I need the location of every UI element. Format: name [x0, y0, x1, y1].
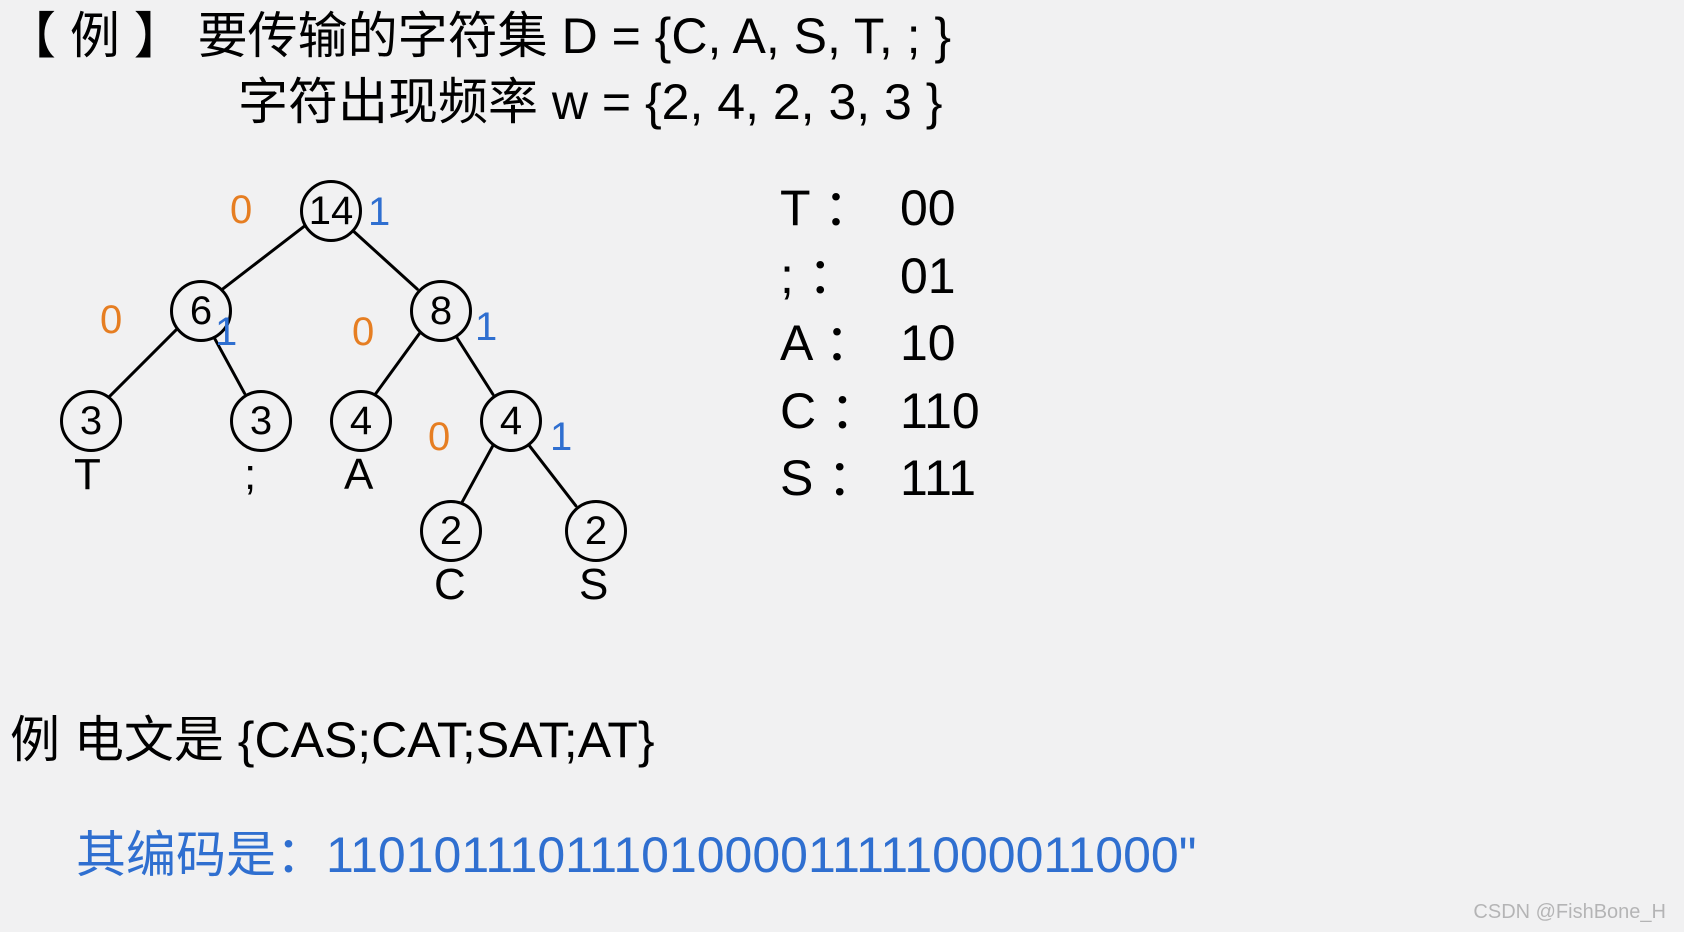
code-row: S ：111	[780, 445, 1080, 513]
leaf-label: ;	[244, 450, 256, 500]
edge-bit-label: 0	[100, 298, 122, 343]
header-line-2: 字符出现频率 w = {2, 4, 2, 3, 3 }	[238, 70, 942, 135]
code-char: T ：	[780, 175, 900, 243]
tree-node: 2	[565, 500, 627, 562]
code-value: 00	[900, 175, 1080, 243]
tree-edge	[220, 225, 306, 291]
edge-bit-label: 0	[428, 415, 450, 460]
leaf-label: A	[344, 450, 373, 500]
tree-node: 8	[410, 280, 472, 342]
code-char: A ：	[780, 310, 900, 378]
tree-edge	[349, 227, 418, 289]
edge-bit-label: 1	[550, 415, 572, 460]
tree-node: 3	[60, 390, 122, 452]
code-char: C ：	[780, 378, 900, 446]
code-value: 01	[900, 243, 1080, 311]
encoding-bits: 11010111011101000011111000011000"	[326, 827, 1196, 883]
encoding-line: 其编码是：11010111011101000011111000011000"	[76, 815, 1196, 887]
tree-edge	[374, 331, 421, 396]
code-value: 10	[900, 310, 1080, 378]
tree-edge	[461, 443, 494, 504]
encoding-prefix: 其编码是：	[76, 827, 326, 883]
edge-bit-label: 0	[352, 310, 374, 355]
tree-node: 3	[230, 390, 292, 452]
code-char: S ：	[780, 445, 900, 513]
edge-bit-label: 1	[368, 190, 390, 235]
example-message-line: 例 电文是 {CAS;CAT;SAT;AT}	[10, 700, 655, 772]
leaf-label: S	[579, 560, 608, 610]
watermark: CSDN @FishBone_H	[1473, 901, 1666, 924]
code-row: A ：10	[780, 310, 1080, 378]
code-row: ; ： 01	[780, 243, 1080, 311]
tree-node: 4	[480, 390, 542, 452]
code-value: 110	[900, 378, 1080, 446]
edge-bit-label: 1	[215, 310, 237, 355]
edge-bit-label: 1	[475, 305, 497, 350]
tree-node: 4	[330, 390, 392, 452]
code-char: ; ：	[780, 243, 900, 311]
huffman-tree: 14683T3;4A42C2S01010101	[20, 150, 710, 670]
edge-bit-label: 0	[230, 188, 252, 233]
code-row: T ：00	[780, 175, 1080, 243]
leaf-label: T	[74, 450, 101, 500]
code-table: T ：00; ： 01A ：10C ：110S ：111	[780, 175, 1080, 513]
code-value: 111	[900, 445, 1080, 513]
tree-node: 2	[420, 500, 482, 562]
tree-node: 14	[300, 180, 362, 242]
header-line-1: 【 例 】 要传输的字符集 D = {C, A, S, T, ; }	[6, 4, 951, 69]
leaf-label: C	[434, 560, 466, 610]
code-row: C ：110	[780, 378, 1080, 446]
